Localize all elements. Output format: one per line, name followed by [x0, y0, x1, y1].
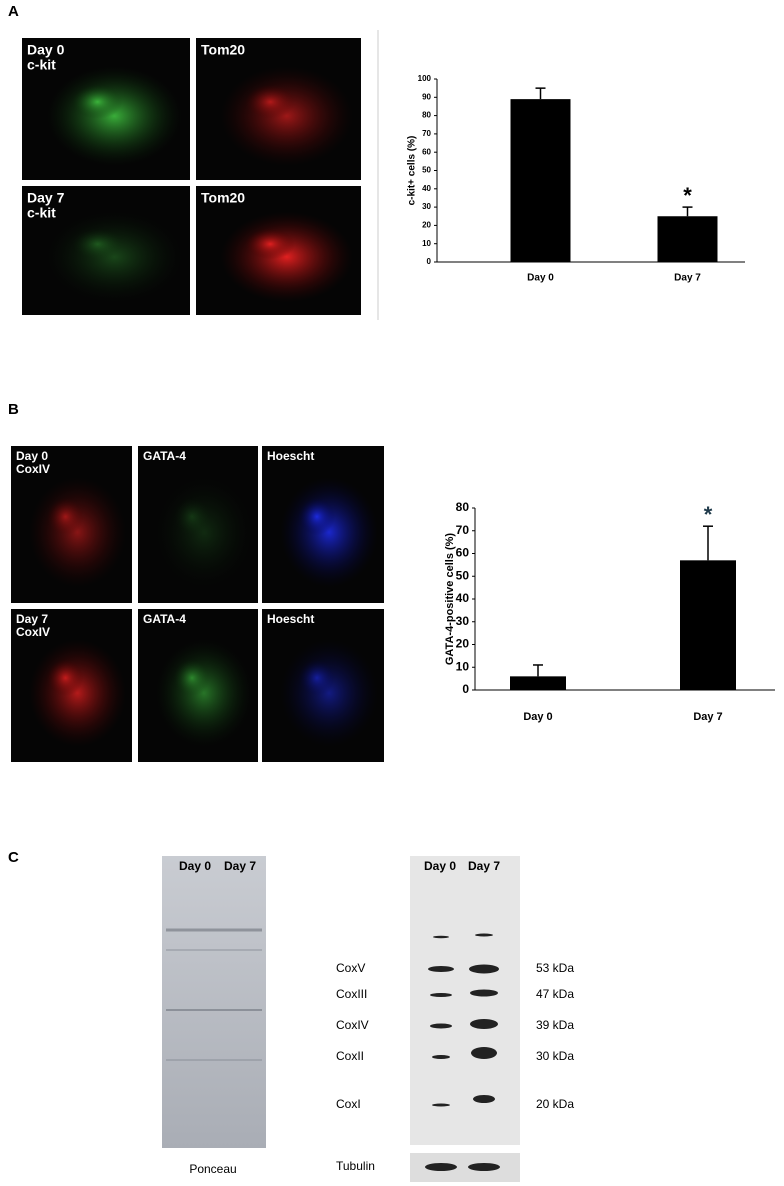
bar [510, 99, 571, 262]
cell-signal [220, 211, 353, 303]
gel-label: 47 kDa [536, 987, 574, 1001]
image-label: GATA-4 [143, 612, 186, 626]
bar [680, 560, 736, 690]
y-tick-label: 60 [422, 147, 431, 156]
annotation: * [683, 183, 692, 208]
y-tick-label: 90 [422, 92, 431, 101]
gel-label: CoxI [336, 1097, 361, 1111]
cell-signal [245, 84, 295, 119]
gel-label: Tubulin [336, 1159, 375, 1173]
bar [657, 216, 718, 262]
gel-label: 30 kDa [536, 1049, 574, 1063]
image-label: Hoescht [267, 449, 314, 463]
gel-label: CoxIV [336, 1018, 369, 1032]
blot-bands [428, 933, 499, 1107]
image-label: Tom20 [201, 41, 245, 57]
ponceau-gel [162, 856, 266, 1148]
gel-label: Day 0 [424, 859, 456, 873]
gel-label: Day 0 [179, 859, 211, 873]
y-tick-label: 70 [422, 129, 431, 138]
cell-signal [72, 84, 123, 119]
y-tick-label: 10 [456, 659, 470, 673]
cell-signal [156, 639, 252, 747]
cell-signal [29, 639, 126, 747]
image-label: Day 0 [27, 41, 65, 57]
image-label: CoxIV [16, 462, 50, 476]
y-axis-label: c-kit+ cells (%) [407, 136, 418, 206]
image-label: c-kit [27, 204, 56, 220]
cell-signal [47, 211, 182, 303]
gel-bands [166, 928, 262, 1061]
y-tick-label: 30 [422, 202, 431, 211]
gel-label: 39 kDa [536, 1018, 574, 1032]
x-tick-label: Day 7 [693, 711, 722, 723]
y-axis-label: GATA-4-positive cells (%) [444, 533, 456, 666]
y-tick-label: 20 [422, 221, 431, 230]
image-label: Hoescht [267, 612, 314, 626]
y-tick-label: 40 [422, 184, 431, 193]
panel-label: C [8, 849, 19, 866]
gel-label: Ponceau [189, 1162, 236, 1176]
western-blot [410, 856, 520, 1145]
y-tick-label: 0 [427, 257, 432, 266]
y-tick-label: 50 [422, 166, 431, 175]
gel-label: Day 7 [224, 859, 256, 873]
gel-label: Day 7 [468, 859, 500, 873]
cell-signal [156, 477, 252, 588]
bar [510, 676, 566, 690]
y-tick-label: 30 [456, 614, 470, 628]
cell-signal [298, 659, 336, 697]
y-tick-label: 20 [456, 637, 470, 651]
cell-signal [174, 659, 210, 697]
cell-signal [174, 497, 210, 536]
x-tick-label: Day 7 [674, 273, 701, 284]
cell-signal [47, 497, 84, 536]
image-label: Day 7 [27, 189, 65, 205]
image-label: c-kit [27, 56, 56, 72]
panel-label: B [8, 401, 19, 418]
y-tick-label: 80 [456, 500, 470, 514]
tubulin-bands [425, 1163, 500, 1171]
y-tick-label: 80 [422, 111, 431, 120]
cell-signal [245, 228, 295, 260]
y-tick-label: 0 [462, 682, 469, 696]
cell-signal [29, 477, 126, 588]
y-tick-label: 40 [456, 591, 470, 605]
y-tick-label: 60 [456, 546, 470, 560]
image-label: GATA-4 [143, 449, 186, 463]
x-tick-label: Day 0 [523, 711, 552, 723]
panel-label: A [8, 3, 19, 20]
cell-signal [72, 228, 123, 260]
cell-signal [298, 497, 336, 536]
image-label: Tom20 [201, 189, 245, 205]
annotation: * [704, 502, 713, 527]
image-label: Day 7 [16, 612, 48, 626]
y-tick-label: 10 [422, 239, 431, 248]
gel-label: 20 kDa [536, 1097, 574, 1111]
cell-signal [280, 639, 378, 747]
y-tick-label: 70 [456, 523, 470, 537]
cell-signal [280, 477, 378, 588]
cell-signal [47, 659, 84, 697]
gel-label: CoxIII [336, 987, 367, 1001]
gel-label: 53 kDa [536, 961, 574, 975]
image-label: Day 0 [16, 449, 48, 463]
gel-label: CoxV [336, 961, 365, 975]
y-tick-label: 50 [456, 568, 470, 582]
cell-signal [47, 66, 182, 166]
gel-label: CoxII [336, 1049, 364, 1063]
cell-signal [220, 66, 353, 166]
y-tick-label: 100 [418, 74, 432, 83]
image-label: CoxIV [16, 625, 50, 639]
x-tick-label: Day 0 [527, 273, 554, 284]
